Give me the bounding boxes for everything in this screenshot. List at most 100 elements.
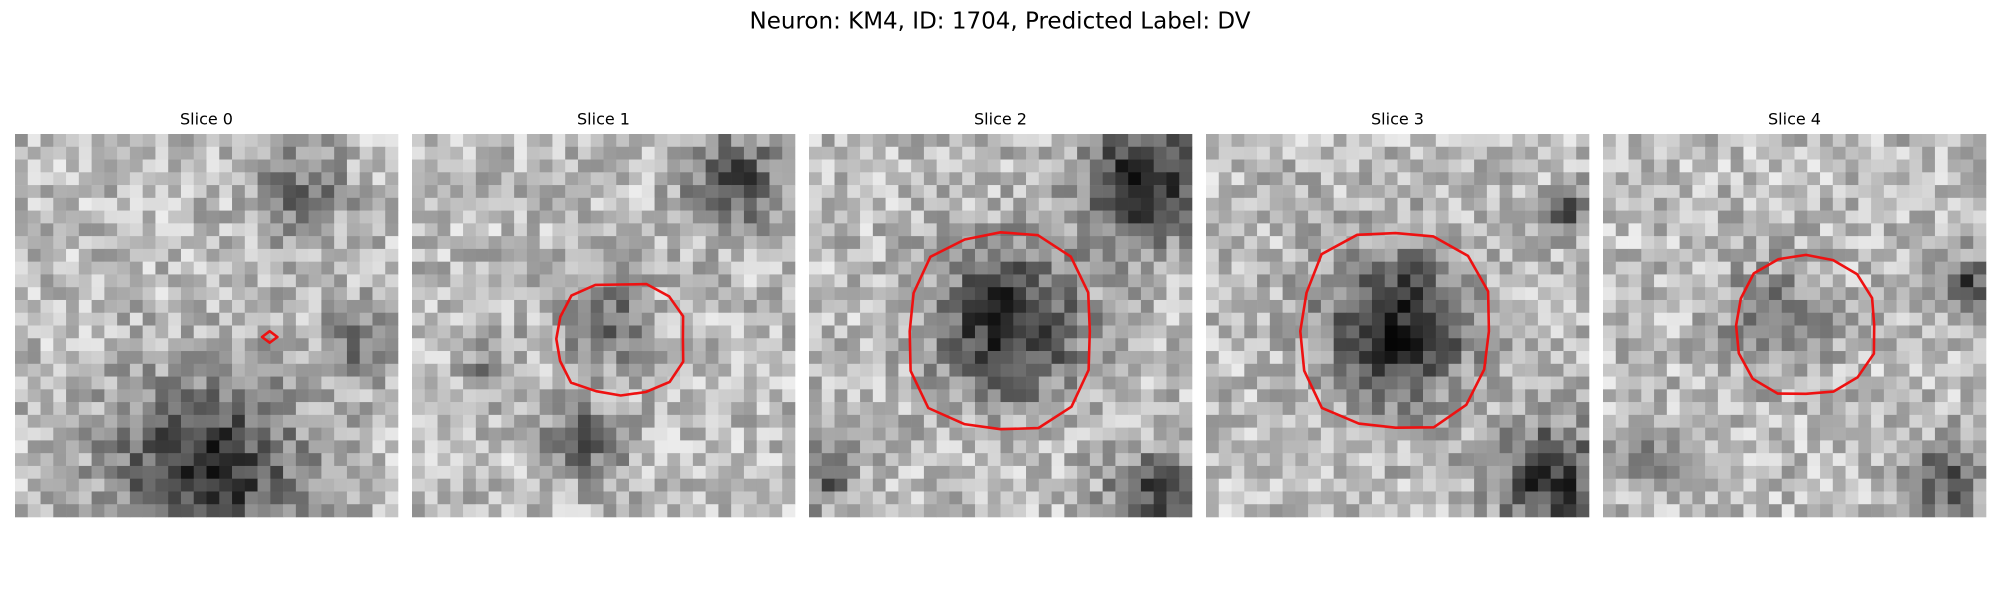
pixel — [501, 210, 515, 224]
pixel — [1423, 197, 1437, 211]
pixel — [1038, 325, 1052, 339]
pixel — [372, 223, 386, 237]
pixel — [1384, 363, 1398, 377]
pixel — [1359, 338, 1373, 352]
pixel — [987, 236, 1001, 250]
pixel — [1743, 287, 1757, 301]
pixel — [1371, 389, 1386, 403]
pixel — [321, 440, 335, 454]
pixel — [1717, 134, 1731, 148]
pixel — [1282, 491, 1296, 505]
pixel — [743, 287, 757, 301]
pixel — [1000, 414, 1014, 428]
pixel — [1038, 210, 1052, 224]
pixel — [193, 248, 207, 262]
pixel — [552, 402, 566, 416]
pixel — [1282, 146, 1296, 160]
pixel — [1909, 210, 1923, 224]
pixel — [1397, 338, 1411, 352]
pixel — [1461, 338, 1475, 352]
pixel — [1128, 478, 1142, 492]
pixel — [1244, 414, 1258, 428]
pixel — [66, 440, 80, 454]
pixel — [1883, 312, 1897, 326]
pixel — [244, 491, 258, 505]
pixel — [1051, 274, 1065, 288]
pixel — [1934, 146, 1948, 160]
pixel — [1038, 338, 1052, 352]
pixel — [1013, 159, 1027, 173]
pixel — [936, 453, 950, 467]
pixel — [372, 159, 386, 173]
pixel — [1115, 465, 1129, 479]
pixel — [1922, 491, 1936, 505]
pixel — [437, 427, 451, 441]
pixel — [1179, 376, 1193, 390]
pixel — [1077, 402, 1091, 416]
pixel — [987, 146, 1001, 160]
pixel — [1768, 325, 1783, 339]
pixel — [1013, 299, 1027, 314]
pixel — [1666, 299, 1680, 314]
pixel — [756, 440, 770, 454]
pixel — [885, 134, 899, 148]
pixel — [475, 491, 489, 505]
pixel — [821, 491, 835, 505]
pixel — [1525, 414, 1539, 428]
pixel — [91, 185, 105, 199]
pixel — [475, 274, 489, 288]
pixel — [936, 465, 950, 479]
pixel — [1077, 338, 1091, 352]
pixel — [1000, 299, 1014, 314]
pixel — [731, 389, 745, 403]
pixel — [1576, 389, 1590, 403]
pixel — [1717, 376, 1731, 390]
pixel — [743, 210, 757, 224]
pixel — [1077, 312, 1091, 326]
pixel — [1973, 351, 1987, 365]
pixel — [1026, 172, 1040, 186]
pixel — [424, 197, 438, 211]
pixel — [923, 185, 937, 199]
pixel — [40, 440, 54, 454]
pixel — [590, 504, 604, 518]
pixel — [834, 287, 848, 301]
pixel — [1026, 389, 1040, 403]
pixel — [654, 351, 668, 365]
figure-title: Neuron: KM4, ID: 1704, Predicted Label: … — [750, 9, 1251, 35]
pixel — [1320, 172, 1334, 186]
pixel — [142, 351, 156, 365]
pixel — [872, 440, 886, 454]
pixel — [1743, 248, 1757, 262]
pixel — [1013, 185, 1027, 199]
panel-title: Slice 2 — [974, 110, 1027, 129]
pixel — [705, 338, 719, 352]
pixel — [654, 363, 668, 377]
pixel — [782, 146, 796, 160]
pixel — [1692, 338, 1706, 352]
pixel — [1909, 427, 1923, 441]
pixel — [180, 465, 195, 479]
pixel — [53, 402, 67, 416]
pixel — [283, 389, 297, 403]
pixel — [295, 134, 309, 148]
pixel — [1947, 274, 1961, 288]
pixel — [1807, 465, 1821, 479]
pixel — [1705, 197, 1719, 211]
pixel — [1550, 478, 1564, 492]
pixel — [295, 210, 309, 224]
pixel — [898, 453, 912, 467]
pixel — [539, 159, 553, 173]
pixel — [1960, 427, 1974, 441]
pixel — [962, 440, 976, 454]
pixel — [40, 236, 54, 250]
panel-title: Slice 1 — [577, 110, 630, 129]
pixel — [1026, 287, 1040, 301]
pixel — [526, 453, 540, 467]
pixel — [1679, 504, 1693, 518]
pixel — [1218, 185, 1232, 199]
pixel — [692, 363, 706, 377]
pixel — [180, 299, 195, 314]
pixel — [1218, 299, 1232, 314]
pixel — [424, 453, 438, 467]
